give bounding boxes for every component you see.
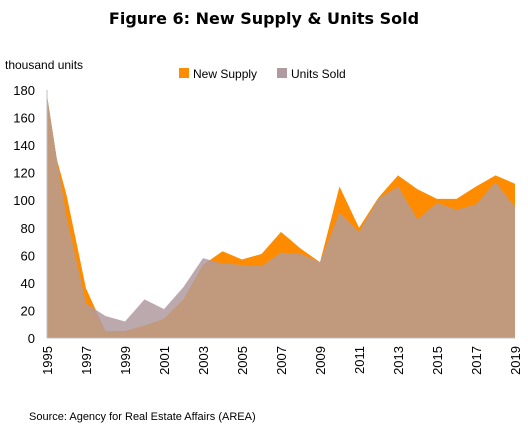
x-tick-label: 1999: [118, 346, 133, 375]
x-tick-label: 2019: [508, 346, 523, 375]
y-tick-label: 0: [28, 331, 35, 346]
series-area-overlap: [47, 95, 515, 338]
legend-label-units-sold: Units Sold: [291, 67, 346, 81]
x-axis: 1995 1997 1999 2001 2003 2005 2007 2009 2011 2013…: [40, 337, 523, 375]
y-tick-label: 40: [21, 276, 35, 291]
legend: New Supply Units Sold: [179, 67, 346, 81]
x-tick-label: 2001: [157, 346, 172, 375]
x-tick-label: 2009: [313, 346, 328, 375]
x-tick-label: 2015: [430, 346, 445, 375]
y-tick-label: 160: [13, 111, 35, 126]
y-tick-label: 20: [21, 303, 35, 318]
x-tick-label: 2005: [235, 346, 250, 375]
x-tick-label: 2007: [274, 346, 289, 375]
x-tick-label: 1995: [40, 346, 55, 375]
legend-label-new-supply: New Supply: [193, 67, 257, 81]
x-tick-label: 1997: [79, 346, 94, 375]
x-tick-label: 2003: [196, 346, 211, 375]
y-tick-label: 120: [13, 166, 35, 181]
y-axis-unit-label: thousand units: [5, 58, 84, 72]
y-tick-label: 180: [13, 83, 35, 98]
y-tick-label: 60: [21, 248, 35, 263]
y-tick-label: 80: [21, 221, 35, 236]
plot-area: [47, 95, 515, 338]
x-tick-label: 2011: [352, 346, 367, 374]
y-tick-label: 140: [13, 138, 35, 153]
legend-swatch-new-supply: [179, 68, 189, 78]
y-tick-label: 100: [13, 193, 35, 208]
x-tick-label: 2017: [469, 346, 484, 375]
source-note: Source: Agency for Real Estate Affairs (…: [29, 411, 256, 423]
y-axis: 0 20 40 60 80 100 120 140 160 180: [13, 83, 48, 346]
x-tick-label: 2013: [391, 346, 406, 375]
legend-swatch-units-sold: [277, 68, 287, 78]
chart-title: Figure 6: New Supply & Units Sold: [108, 9, 420, 28]
